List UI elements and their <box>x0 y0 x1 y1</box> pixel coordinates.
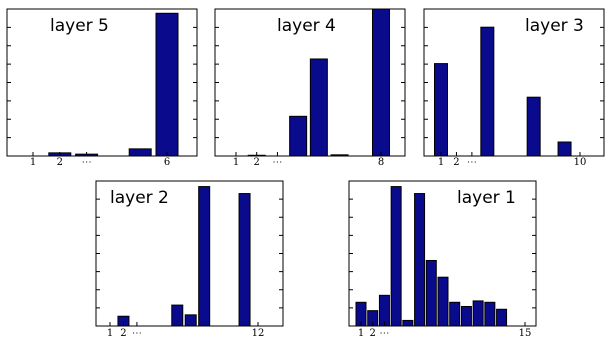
plot-frame <box>95 180 284 327</box>
bar-11 <box>238 193 251 327</box>
bar-9 <box>449 301 461 327</box>
x-tick-label: 12 <box>252 328 265 339</box>
bar-6 <box>171 304 184 327</box>
x-tick-label: 6 <box>164 157 170 168</box>
bar-7 <box>526 96 541 157</box>
bar-7 <box>184 314 197 327</box>
bar-4 <box>289 115 308 157</box>
bar-12 <box>484 301 496 327</box>
bar-11 <box>472 300 484 327</box>
bar-8 <box>437 276 449 327</box>
x-tick-label: 1 <box>358 328 364 339</box>
x-tick-label: ⋯ <box>132 328 142 339</box>
bar-1 <box>434 63 448 157</box>
bar-5 <box>128 148 152 157</box>
x-tick-label: 1 <box>107 328 113 339</box>
x-tick-label: ⋯ <box>82 157 92 168</box>
bar-4 <box>390 186 402 327</box>
chart-panel-3: 1 2 ⋯ 10 layer 3 <box>423 8 605 168</box>
panel-title: layer 5 <box>50 16 109 36</box>
bar-6 <box>414 193 426 327</box>
bar-5 <box>402 319 414 327</box>
bar-6 <box>155 12 179 157</box>
panel-title: layer 3 <box>525 16 584 36</box>
x-tick-label: 1 <box>30 157 36 168</box>
chart-panel-4: 1 2 ⋯ 12 layer 2 <box>95 180 284 339</box>
x-tick-label: 10 <box>574 157 587 168</box>
bar-4 <box>480 26 495 157</box>
x-tick-label: 2 <box>120 328 126 339</box>
x-tick-label: 1 <box>233 157 239 168</box>
x-tick-label: ⋯ <box>272 157 282 168</box>
panel-title: layer 4 <box>277 16 336 36</box>
chart-panel-1: 1 2 ⋯ 6 layer 5 <box>6 8 198 168</box>
x-tick-label: 1 <box>438 157 444 168</box>
panel-title: layer 2 <box>110 188 169 208</box>
chart-panel-5: 1 2 ⋯ 15 layer 1 <box>348 180 537 339</box>
bar-7 <box>425 259 437 327</box>
bar-10 <box>460 305 472 327</box>
x-tick-label: ⋯ <box>467 157 477 168</box>
plot-frame <box>423 8 605 157</box>
x-tick-label: 8 <box>378 157 384 168</box>
bar-8 <box>198 186 211 327</box>
x-tick-label: 2 <box>453 157 459 168</box>
x-tick-label: 15 <box>519 328 532 339</box>
chart-panel-2: 1 2 ⋯ 8 layer 4 <box>214 8 406 168</box>
bar-13 <box>496 308 508 327</box>
x-tick-label: ⋯ <box>379 328 389 339</box>
bar-5 <box>309 58 328 157</box>
bar-9 <box>557 141 572 157</box>
x-tick-label: 2 <box>370 328 376 339</box>
panel-title: layer 1 <box>457 188 516 208</box>
x-tick-label: 2 <box>254 157 260 168</box>
bar-6 <box>330 154 349 157</box>
bar-3 <box>378 294 390 327</box>
bar-8 <box>372 8 390 157</box>
x-tick-label: 2 <box>57 157 63 168</box>
